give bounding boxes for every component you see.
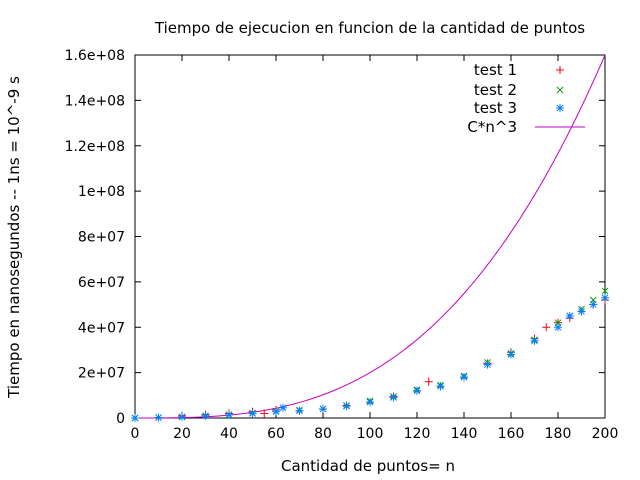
data-point-test-3: [279, 403, 288, 412]
y-tick-label: 0: [116, 411, 125, 427]
data-point-test-3: [507, 350, 515, 359]
x-tick-label: 200: [592, 426, 619, 442]
x-tick-label: 0: [131, 426, 140, 442]
x-tick-label: 140: [451, 426, 478, 442]
data-point-test-3: [366, 398, 374, 407]
data-point-test-3: [389, 393, 398, 402]
data-point-test-3: [295, 406, 304, 415]
legend-label: C*n^3: [467, 118, 517, 136]
x-tick-label: 100: [357, 426, 384, 442]
x-tick-label: 40: [220, 426, 238, 442]
x-tick-label: 160: [498, 426, 525, 442]
y-axis-label: Tiempo en nanosegundos -- 1ns = 10^-9 s: [5, 76, 23, 399]
data-point-test-1: [424, 377, 433, 386]
legend-label: test 3: [474, 99, 517, 117]
data-point-test-1: [260, 409, 269, 418]
data-point-test-3: [483, 360, 492, 369]
chart-title: Tiempo de ejecucion en funcion de la can…: [154, 19, 585, 37]
y-tick-label: 1.6e+08: [65, 48, 125, 64]
x-axis-label: Cantidad de puntos= n: [281, 457, 455, 475]
data-point-test-3: [436, 382, 445, 391]
y-tick-label: 1.2e+08: [65, 139, 125, 155]
y-tick-label: 1e+08: [78, 184, 125, 200]
data-point-test-3: [319, 404, 327, 413]
legend-label: test 1: [474, 61, 517, 79]
data-point-test-1: [542, 323, 551, 332]
data-point-test-3: [154, 413, 163, 422]
y-tick-label: 2e+07: [78, 366, 125, 382]
y-tick-label: 4e+07: [78, 320, 125, 336]
legend-swatch: [556, 104, 564, 112]
x-tick-label: 20: [173, 426, 191, 442]
data-point-test-3: [577, 307, 586, 316]
data-point-test-3: [248, 409, 257, 418]
y-tick-label: 1.4e+08: [65, 93, 125, 109]
data-point-test-3: [554, 323, 562, 332]
legend-swatch: [556, 86, 564, 94]
data-point-test-3: [131, 414, 139, 422]
x-tick-label: 120: [404, 426, 431, 442]
data-point-test-3: [342, 402, 351, 411]
data-point-test-3: [589, 300, 598, 309]
legend-label: test 2: [474, 81, 517, 99]
plot-frame: [134, 54, 606, 419]
data-point-test-3: [601, 293, 609, 302]
data-point-test-2: [601, 287, 609, 295]
y-tick-label: 8e+07: [78, 230, 125, 246]
series-line-cn3: [135, 54, 606, 419]
data-point-test-3: [530, 336, 539, 345]
data-point-test-3: [413, 386, 421, 395]
data-point-test-3: [201, 411, 210, 420]
data-point-test-3: [272, 407, 280, 416]
x-tick-label: 60: [267, 426, 285, 442]
x-tick-label: 80: [314, 426, 332, 442]
data-point-test-3: [178, 412, 186, 421]
x-tick-label: 180: [545, 426, 572, 442]
data-point-test-3: [565, 311, 574, 320]
data-point-test-3: [225, 410, 233, 419]
y-tick-label: 6e+07: [78, 275, 125, 291]
data-point-test-3: [460, 373, 468, 382]
legend-swatch: [556, 66, 564, 74]
